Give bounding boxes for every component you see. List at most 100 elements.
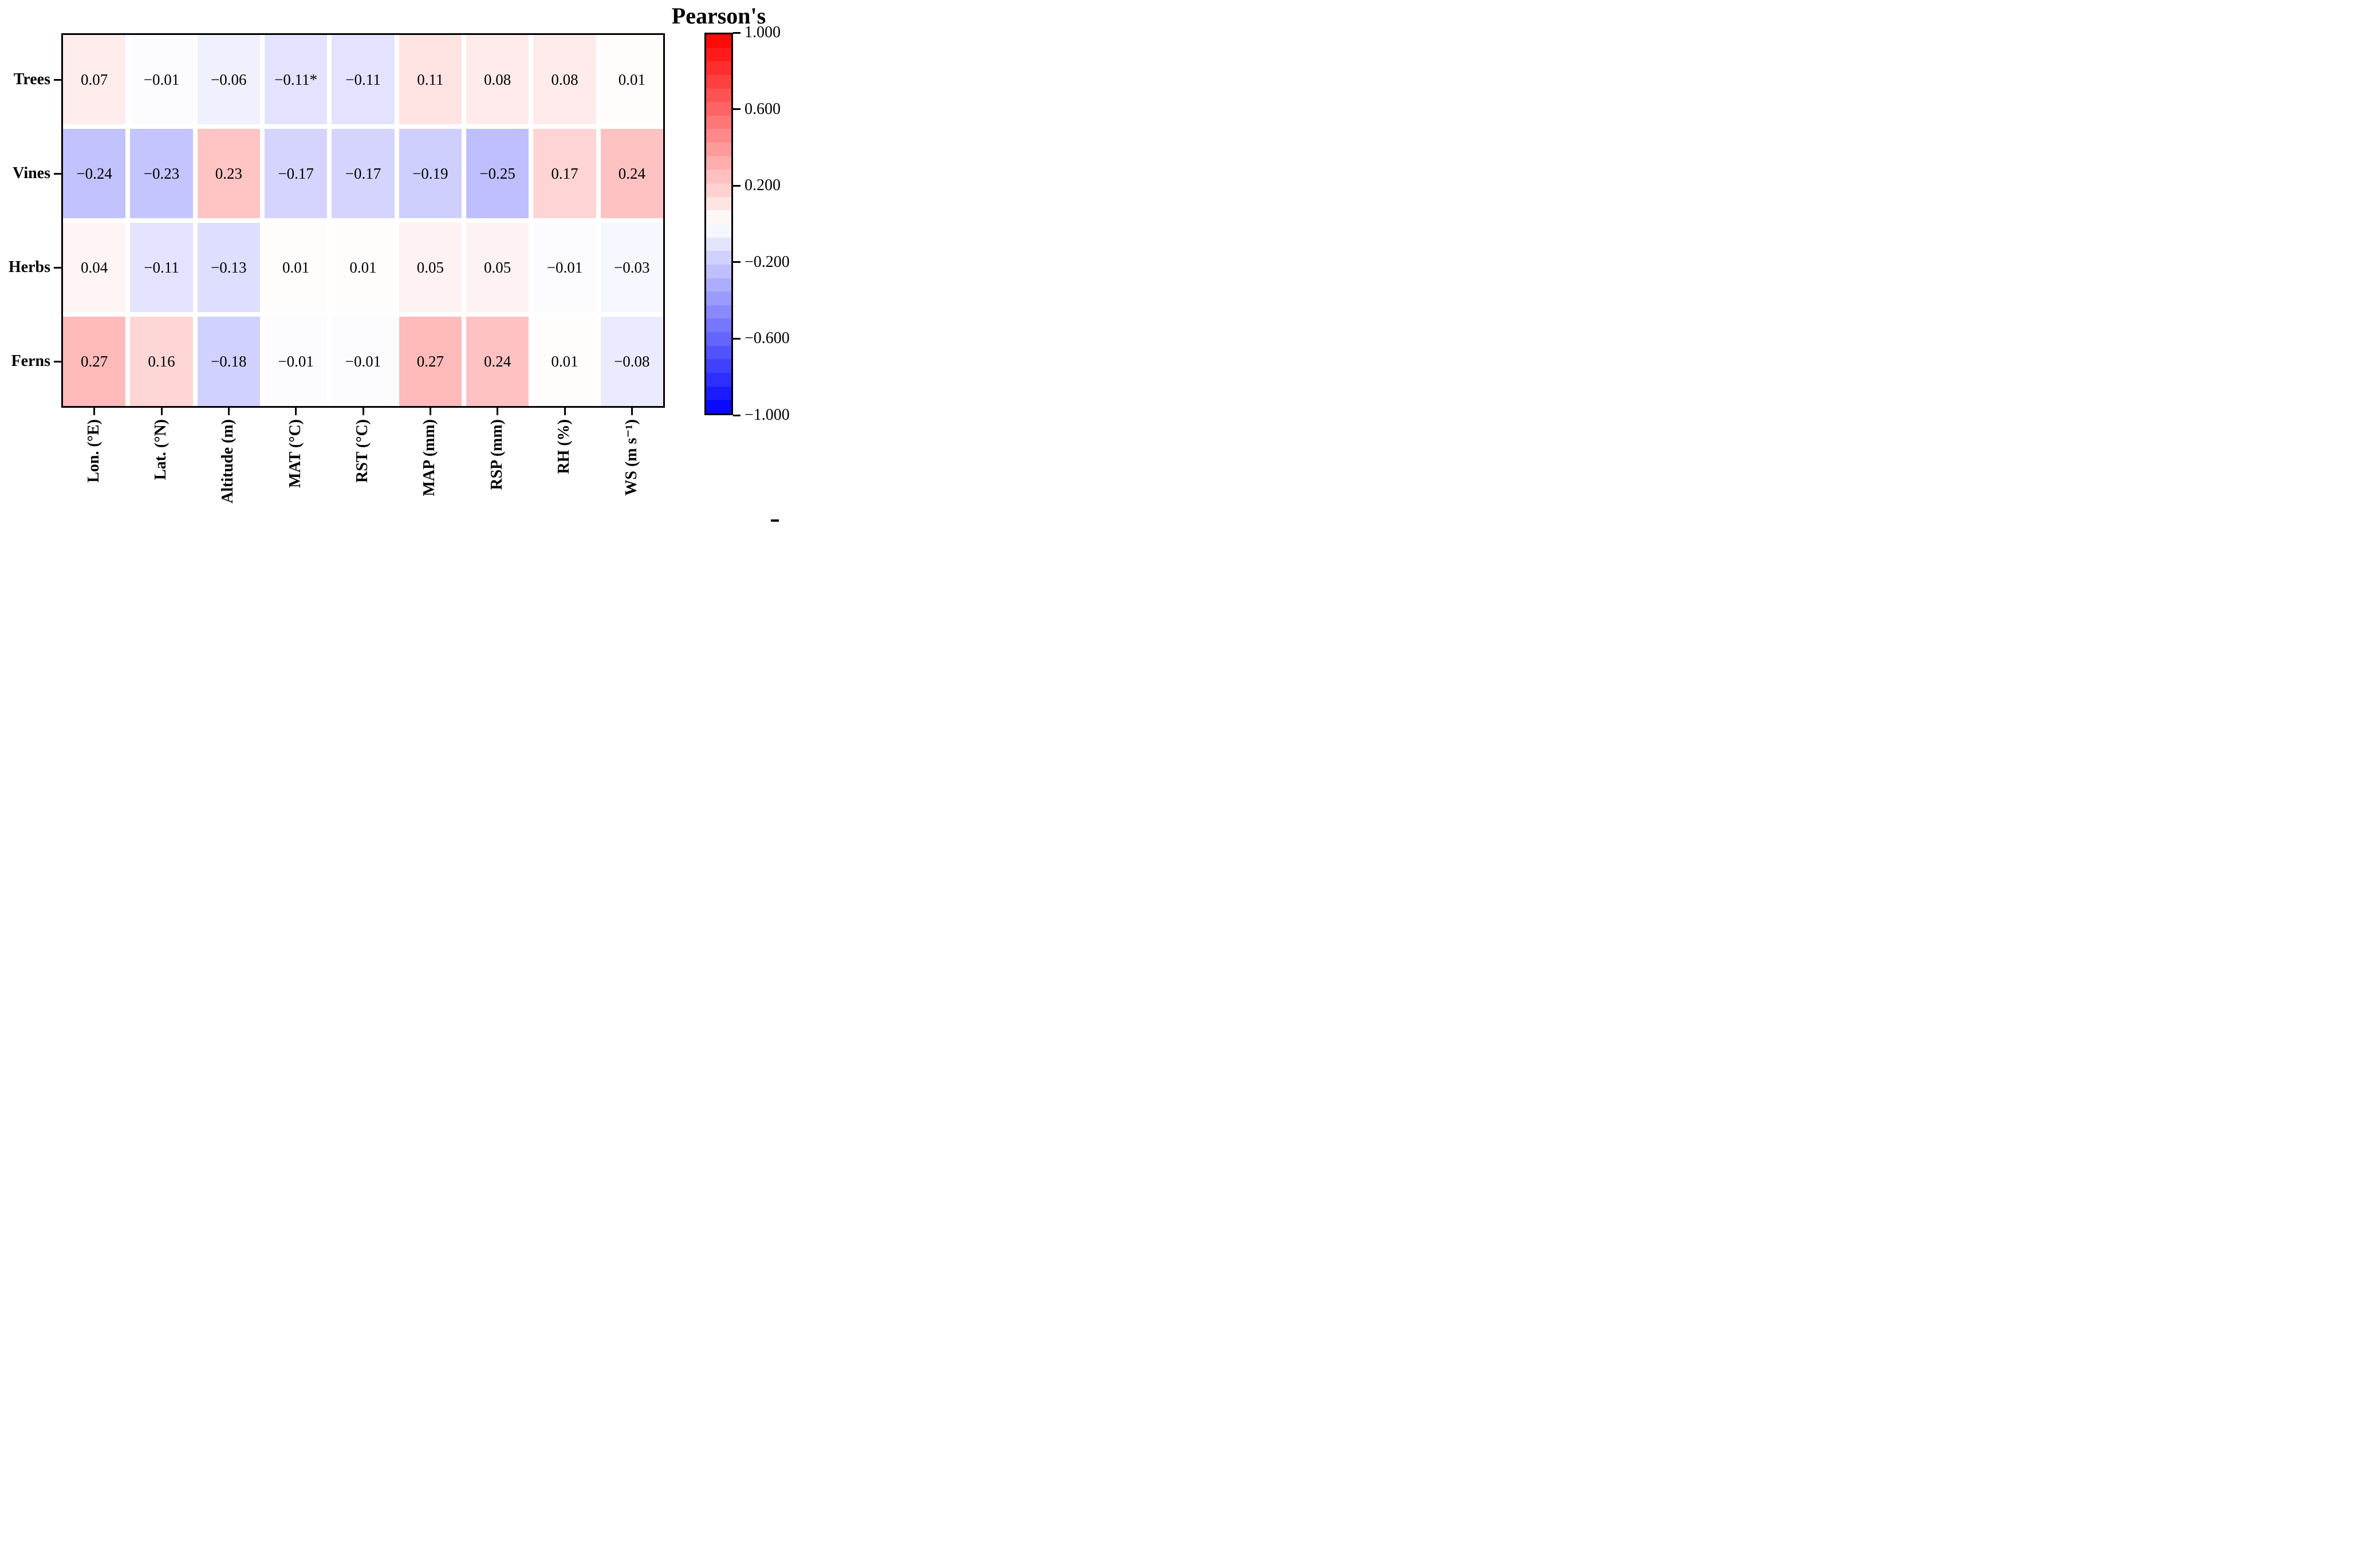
cell-value: 0.27 <box>416 352 444 370</box>
heatmap-cell: 0.01 <box>332 223 395 312</box>
heatmap-cell: 0.05 <box>466 223 529 312</box>
heatmap-cell: 0.23 <box>197 129 260 218</box>
colorbar <box>704 33 733 415</box>
heatmap-cell: −0.01 <box>332 317 395 406</box>
colorbar-step <box>706 48 731 62</box>
colorbar-step <box>706 359 731 373</box>
colorbar-step <box>706 400 731 413</box>
colorbar-step <box>706 143 731 156</box>
cell-value: −0.01 <box>143 70 180 88</box>
x-tick <box>497 408 499 415</box>
cell-value: −0.13 <box>211 258 247 276</box>
row-label: Herbs <box>8 258 50 276</box>
colorbar-tick <box>733 31 741 34</box>
heatmap-cell: 0.24 <box>466 317 529 406</box>
heatmap-cell: −0.23 <box>130 129 193 218</box>
cell-value: −0.01 <box>345 352 381 370</box>
colorbar-tick <box>733 261 741 263</box>
cell-value: −0.25 <box>479 164 515 182</box>
heatmap-cell: 0.08 <box>533 35 596 124</box>
cell-value: 0.07 <box>81 70 108 88</box>
colorbar-step <box>706 373 731 387</box>
colorbar-step <box>706 251 731 265</box>
column-label: MAT (°C) <box>286 419 304 488</box>
cell-value: −0.23 <box>143 164 180 182</box>
x-tick <box>362 408 364 415</box>
heatmap-cell: −0.01 <box>130 35 193 124</box>
colorbar-step <box>706 305 731 319</box>
heatmap-cell: −0.17 <box>265 129 328 218</box>
cell-value: 0.24 <box>484 352 511 370</box>
cell-value: −0.19 <box>412 164 448 182</box>
y-tick <box>54 172 61 175</box>
cell-value: 0.16 <box>148 352 175 370</box>
heatmap-cell: −0.08 <box>600 317 663 406</box>
column-label: RST (°C) <box>353 419 371 483</box>
colorbar-tick-label: −0.600 <box>745 329 790 348</box>
cell-value: −0.24 <box>76 164 112 182</box>
row-label: Trees <box>13 70 50 88</box>
colorbar-step <box>706 129 731 143</box>
heatmap-cell: 0.01 <box>265 223 328 312</box>
colorbar-tick-label: −0.200 <box>745 253 790 271</box>
heatmap-cell: −0.06 <box>197 35 260 124</box>
heatmap-cell: 0.05 <box>399 223 462 312</box>
cell-value: −0.11* <box>274 70 318 88</box>
row-label: Vines <box>13 164 50 182</box>
colorbar-title: Pearson's <box>671 3 766 29</box>
colorbar-step <box>706 223 731 238</box>
cell-value: 0.04 <box>81 258 108 276</box>
colorbar-step <box>706 278 731 292</box>
column-label: RH (%) <box>555 419 573 474</box>
column-label: Lon. (°E) <box>84 419 103 483</box>
cell-value: 0.01 <box>282 258 310 276</box>
cell-value: 0.17 <box>551 164 578 182</box>
heatmap-cell: −0.11 <box>332 35 395 124</box>
heatmap-cell: −0.19 <box>399 129 462 218</box>
heatmap-cell: −0.11* <box>265 35 328 124</box>
heatmap-cell: −0.01 <box>533 223 596 312</box>
cell-value: 0.05 <box>416 258 444 276</box>
heatmap-cell: 0.01 <box>533 317 596 406</box>
cell-value: −0.01 <box>546 258 583 276</box>
column-label: WS (m s⁻¹) <box>623 419 641 496</box>
x-tick <box>429 408 431 415</box>
heatmap-cell: −0.03 <box>600 223 663 312</box>
x-tick <box>227 408 230 415</box>
colorbar-tick <box>733 337 741 340</box>
row-label: Ferns <box>11 352 50 370</box>
heatmap-cell: −0.25 <box>466 129 529 218</box>
colorbar-step <box>706 170 731 184</box>
heatmap-cell: 0.27 <box>399 317 462 406</box>
cell-value: −0.17 <box>345 164 381 182</box>
cropped-mark <box>771 519 779 522</box>
cell-value: −0.11 <box>144 258 179 276</box>
column-label: Lat. (°N) <box>152 419 170 480</box>
colorbar-step <box>706 318 731 333</box>
colorbar-step <box>706 196 731 211</box>
heatmap-cell: 0.11 <box>399 35 462 124</box>
colorbar-step <box>706 34 731 48</box>
cell-value: 0.24 <box>618 164 645 182</box>
cell-value: 0.08 <box>484 70 511 88</box>
cell-value: −0.18 <box>211 352 247 370</box>
x-tick <box>295 408 297 415</box>
y-tick <box>54 78 61 81</box>
column-label: RSP (mm) <box>487 419 506 490</box>
colorbar-step <box>706 332 731 346</box>
heatmap-cell: −0.18 <box>197 317 260 406</box>
cell-value: −0.03 <box>614 258 650 276</box>
heatmap-cell: 0.07 <box>63 35 126 124</box>
heatmap-grid: 0.07 −0.01 −0.06 −0.11* −0.11 0.11 0.08 0.08 0.0… <box>63 35 663 406</box>
cell-value: −0.01 <box>278 352 314 370</box>
heatmap-cell: 0.24 <box>600 129 663 218</box>
heatmap-cell: 0.01 <box>600 35 663 124</box>
cell-value: 0.08 <box>551 70 578 88</box>
x-tick <box>631 408 633 415</box>
y-tick <box>54 360 61 363</box>
heatmap-cell: 0.17 <box>533 129 596 218</box>
colorbar-tick-label: 1.000 <box>745 23 781 41</box>
colorbar-step <box>706 183 731 197</box>
cell-value: 0.01 <box>349 258 377 276</box>
heatmap-cell: 0.08 <box>466 35 529 124</box>
